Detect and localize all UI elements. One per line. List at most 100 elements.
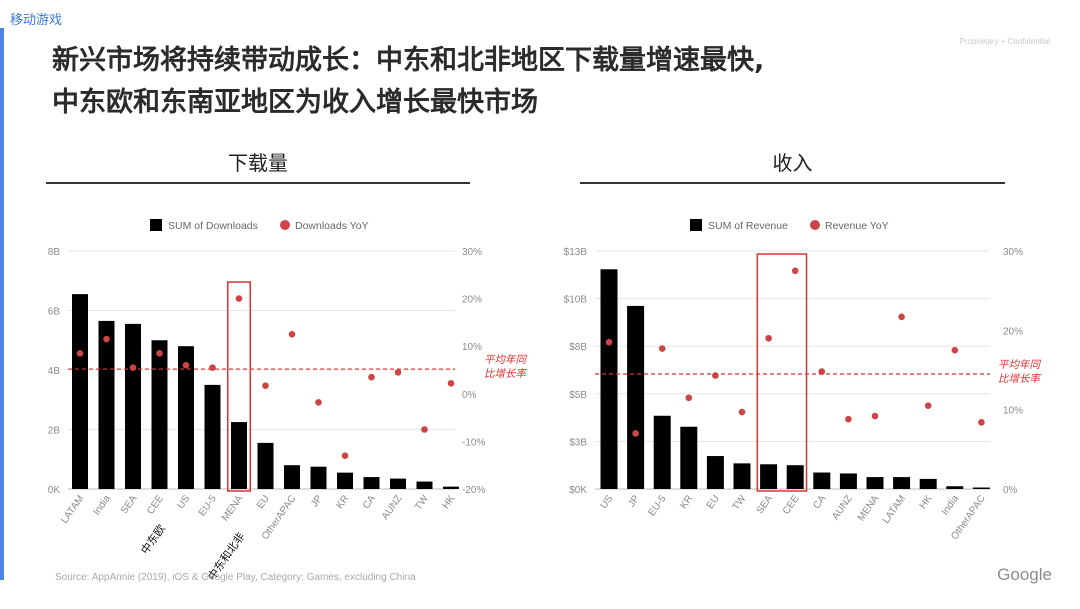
- source-note: Source: AppAnnie (2019), iOS & Google Pl…: [55, 572, 416, 583]
- bar: [786, 465, 804, 489]
- yoy-dot: [235, 295, 243, 302]
- y-left-tick-label: $5B: [569, 390, 587, 401]
- bar: [72, 294, 88, 489]
- y-right-tick-label: -10%: [462, 437, 485, 448]
- yoy-dot: [605, 338, 613, 346]
- bar: [284, 465, 300, 489]
- x-tick-label: TW: [731, 493, 749, 513]
- yoy-dot: [738, 408, 746, 416]
- yoy-dot: [845, 415, 852, 423]
- headline-line-1: 新兴市场将持续带动成长：中东和北非地区下载量增速最快,: [52, 45, 765, 76]
- bar: [760, 464, 778, 489]
- yoy-dot: [421, 426, 428, 433]
- bar: [866, 477, 884, 489]
- bar: [231, 422, 247, 489]
- bar: [257, 442, 274, 489]
- y-right-tick-label: 0%: [462, 390, 477, 401]
- yoy-dot: [315, 399, 322, 406]
- bar: [363, 477, 380, 489]
- bar: [443, 486, 459, 489]
- y-left-tick-label: $13B: [564, 247, 588, 258]
- legend-dot-label: Revenue YoY: [825, 220, 889, 232]
- yoy-dot: [978, 419, 985, 426]
- y-left-tick-label: $8B: [569, 342, 587, 353]
- yoy-dot: [76, 350, 84, 357]
- yoy-dot: [632, 430, 639, 437]
- revenue-title-rule: [580, 182, 1005, 184]
- downloads-panel-title: 下载量: [228, 151, 288, 175]
- bar: [151, 340, 168, 489]
- x-tick-label: AUNZ: [830, 493, 855, 522]
- bar: [310, 466, 327, 489]
- x-tick-label: EU-5: [647, 493, 669, 518]
- y-left-tick-label: $0K: [569, 485, 587, 496]
- bar: [919, 478, 937, 489]
- average-yoy-label: 平均年同: [484, 354, 527, 366]
- x-tick-label: CEE: [781, 493, 802, 516]
- bar: [813, 472, 831, 489]
- x-tick-label: MENA: [856, 493, 882, 523]
- bar: [733, 463, 751, 489]
- downloads-title-rule: [46, 182, 470, 184]
- y-left-tick-label: $10B: [564, 295, 588, 306]
- yoy-dot: [685, 394, 693, 402]
- accent-bar: [0, 28, 4, 580]
- yoy-dot: [394, 369, 402, 376]
- legend-dot-label: Downloads YoY: [295, 220, 369, 232]
- y-right-tick-label: 20%: [462, 295, 482, 306]
- y-right-tick-label: 10%: [1003, 406, 1023, 417]
- y-left-tick-label: 0K: [48, 485, 61, 496]
- bar: [627, 305, 645, 489]
- yoy-dot: [791, 267, 799, 275]
- bar: [178, 346, 194, 489]
- revenue-panel-title: 收入: [772, 151, 813, 175]
- confidential-note: Proprietary + Confidential: [959, 37, 1051, 46]
- yoy-dot: [924, 402, 932, 410]
- x-tick-label: LATAM: [881, 493, 908, 525]
- yoy-dot: [818, 368, 826, 375]
- headline-line-2: 中东欧和东南亚地区为收入增长最快市场: [52, 87, 538, 118]
- x-tick-label: JP: [626, 493, 642, 509]
- y-left-tick-label: 2B: [48, 426, 61, 437]
- bar: [946, 486, 964, 489]
- bar: [416, 481, 433, 489]
- yoy-dot: [447, 380, 455, 387]
- yoy-dot: [765, 334, 772, 342]
- legend-bar-swatch: [690, 219, 702, 231]
- bar: [839, 473, 857, 489]
- bar: [972, 487, 990, 489]
- x-tick-label: SEA: [755, 493, 776, 516]
- yoy-dot: [898, 313, 905, 321]
- average-yoy-label: 比增长率: [998, 373, 1041, 385]
- bar: [125, 323, 141, 489]
- y-right-tick-label: 10%: [462, 342, 482, 353]
- x-tick-label: HK: [918, 493, 935, 511]
- y-left-tick-label: 6B: [48, 307, 61, 318]
- legend-bar-label: SUM of Revenue: [708, 220, 788, 232]
- x-tick-label: US: [598, 493, 615, 511]
- legend-dot-swatch: [810, 220, 820, 230]
- x-tick-label: CA: [811, 493, 828, 511]
- y-left-tick-label: 8B: [48, 247, 61, 258]
- y-right-tick-label: 30%: [462, 247, 482, 258]
- y-left-tick-label: $3B: [569, 437, 587, 448]
- bar: [680, 426, 698, 489]
- y-right-tick-label: 0%: [1003, 485, 1018, 496]
- bar: [600, 269, 618, 489]
- x-tick-label: KR: [678, 493, 695, 511]
- bar: [653, 415, 671, 489]
- x-tick-label: EU: [705, 493, 722, 511]
- legend-dot-swatch: [280, 220, 290, 230]
- y-left-tick-label: 4B: [48, 366, 61, 377]
- bar: [390, 478, 406, 489]
- yoy-dot: [712, 372, 719, 379]
- bar: [204, 384, 221, 489]
- bar: [337, 472, 353, 489]
- highlight-box: [227, 281, 251, 492]
- legend-bar-label: SUM of Downloads: [168, 220, 258, 232]
- y-right-tick-label: -20%: [462, 485, 485, 496]
- yoy-dot: [262, 382, 269, 390]
- bar: [893, 477, 911, 489]
